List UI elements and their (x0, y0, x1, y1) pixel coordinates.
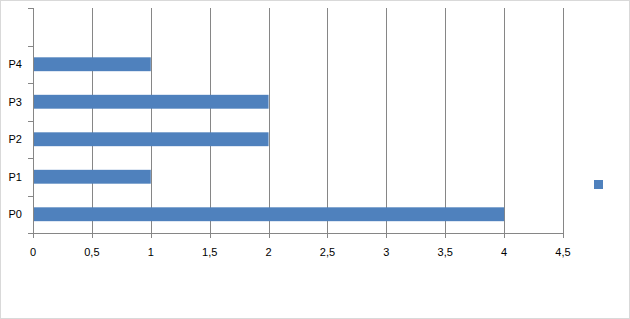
x-tick-label: 1 (148, 246, 154, 258)
y-axis (33, 8, 34, 233)
y-tick (28, 196, 33, 197)
grid-line (504, 8, 505, 233)
bar (33, 170, 151, 184)
grid-line (210, 8, 211, 233)
x-tick-label: 3 (383, 246, 389, 258)
bar (33, 132, 269, 146)
grid-line (563, 8, 564, 233)
x-axis (33, 233, 563, 234)
x-tick-label: 0 (30, 246, 36, 258)
category-label: P1 (9, 171, 22, 183)
y-tick (28, 46, 33, 47)
x-tick-label: 4 (501, 246, 507, 258)
bar (33, 207, 504, 221)
grid-line (445, 8, 446, 233)
x-tick-label: 2,5 (320, 246, 335, 258)
bar (33, 95, 269, 109)
x-tick-label: 4,5 (555, 246, 570, 258)
x-tick-label: 2 (265, 246, 271, 258)
x-tick-label: 1,5 (202, 246, 217, 258)
grid-line (151, 8, 152, 233)
grid-line (327, 8, 328, 233)
chart-svg: 0 0,5 1 1,5 2 2,5 3 3,5 4 4,5 P0 P1 P2 P3 P4 (0, 0, 630, 319)
grid-line (386, 8, 387, 233)
legend-marker (594, 180, 603, 189)
bar (33, 57, 151, 71)
y-tick (28, 158, 33, 159)
bars (33, 57, 504, 221)
x-tick-label: 3,5 (438, 246, 453, 258)
chart-container: 0 0,5 1 1,5 2 2,5 3 3,5 4 4,5 P0 P1 P2 P3 P4 (0, 0, 630, 319)
category-label: P0 (9, 208, 22, 220)
y-tick (28, 121, 33, 122)
x-tick-label: 0,5 (84, 246, 99, 258)
y-tick (28, 83, 33, 84)
category-label: P3 (9, 96, 22, 108)
chart-border (1, 1, 630, 319)
grid-line (92, 8, 93, 233)
y-tick (28, 8, 33, 9)
category-label: P2 (9, 133, 22, 145)
y-tick (28, 233, 33, 234)
x-tick (563, 233, 564, 238)
grid-line (269, 8, 270, 233)
category-label: P4 (9, 58, 22, 70)
